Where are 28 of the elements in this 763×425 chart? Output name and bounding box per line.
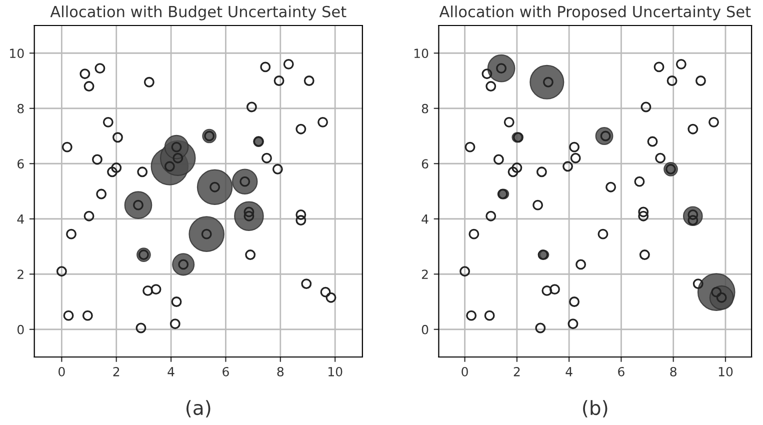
x-tick-label: 2 xyxy=(113,366,120,376)
x-tick-label: 8 xyxy=(670,366,676,376)
x-tick-label: 0 xyxy=(58,366,65,376)
y-tick-label: 8 xyxy=(422,104,428,114)
x-tick-label: 8 xyxy=(277,366,284,376)
y-tick-label: 10 xyxy=(414,48,428,58)
x-tick-label: 6 xyxy=(222,366,229,376)
x-tick-label: 4 xyxy=(168,367,174,376)
x-tick-label: 10 xyxy=(328,366,342,376)
text: (b) xyxy=(583,400,608,418)
text: (a) xyxy=(186,400,210,418)
x-tick-label: 2 xyxy=(514,366,520,376)
x-tick-label: 4 xyxy=(566,367,572,376)
y-tick-label: 6 xyxy=(422,159,428,169)
y-tick-label: 2 xyxy=(18,270,24,279)
x-tick-label: 6 xyxy=(618,366,624,376)
y-tick-label: 2 xyxy=(422,270,428,279)
y-tick-label: 6 xyxy=(18,159,24,169)
y-tick-label: 8 xyxy=(18,104,24,114)
y-tick-label: 4 xyxy=(422,214,428,224)
x-tick-label: 10 xyxy=(718,366,733,376)
x-tick-label: 0 xyxy=(462,366,468,376)
chart-title: Allocation with Budget Uncertainty Set xyxy=(50,6,346,20)
chart-title: Allocation with Proposed Uncertainty Set xyxy=(439,6,751,20)
y-tick-label: 4 xyxy=(17,214,24,224)
y-tick-label: 0 xyxy=(17,324,24,334)
y-tick-label: 0 xyxy=(422,324,428,334)
y-tick-label: 10 xyxy=(10,48,24,58)
